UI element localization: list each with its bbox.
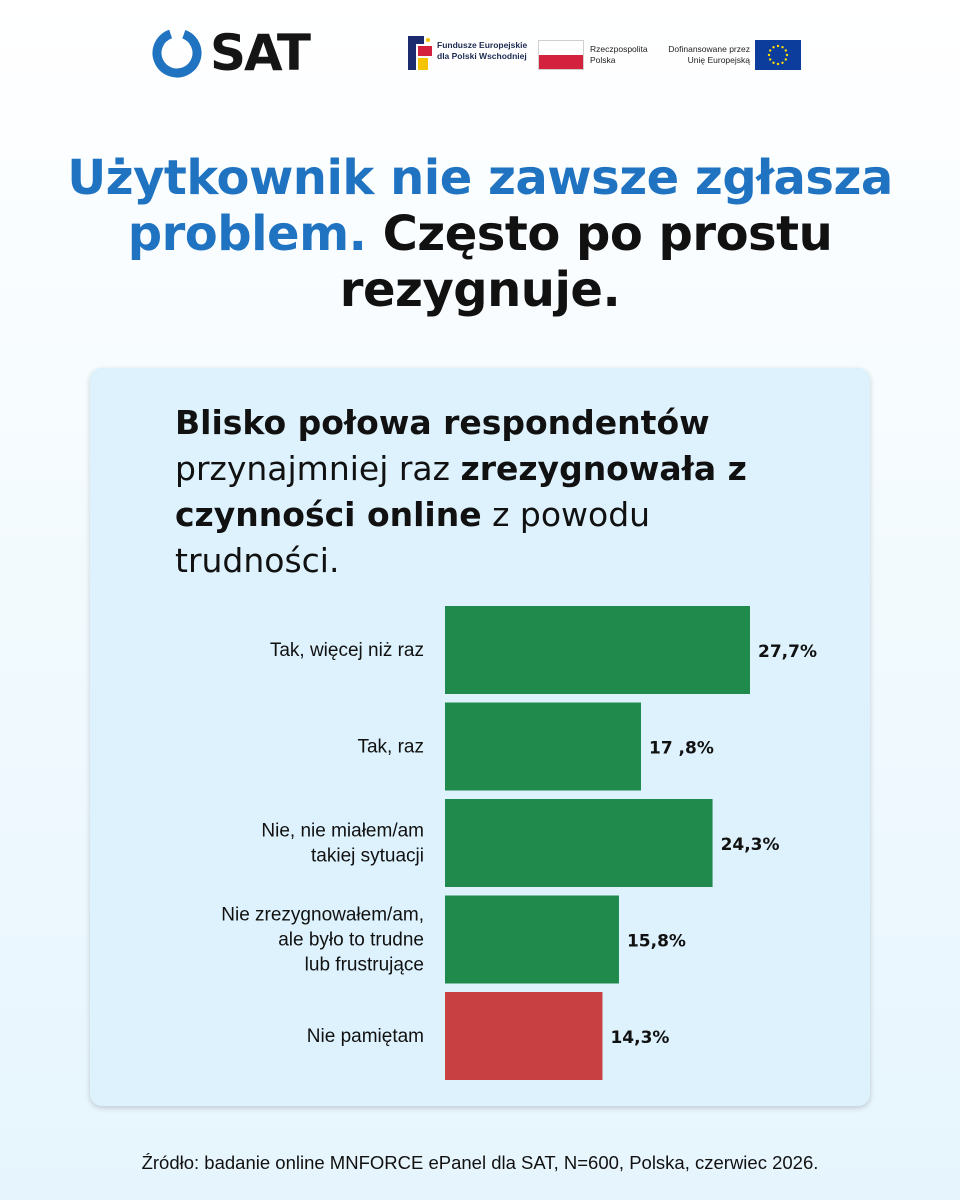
- card-title: Blisko połowa respondentów przynajmniej …: [175, 400, 815, 584]
- card-title-bold-2: zrezygnowała z czynności online: [175, 449, 747, 534]
- bar-chart: 27,7% Tak, więcej niż raz 17 ,8% Tak, raz 24…: [221, 606, 817, 1080]
- eu-funding-label: Dofinansowane przez Unię Europejską: [668, 44, 750, 65]
- sat-logo[interactable]: SAT: [150, 24, 311, 82]
- header: SAT Fundusze Europejskie dla Polski Wsch…: [0, 0, 960, 110]
- card-title-regular-1: przynajmniej raz: [175, 449, 450, 488]
- bar-1: [445, 606, 750, 694]
- bar-value-label-2: 17 ,8%: [649, 739, 714, 759]
- card-title-regular-2: z powodu trudności.: [175, 495, 651, 580]
- category-label-4: Nie zrezygnowałem/am, ale było to trudne l…: [221, 905, 424, 976]
- headline-dark-part: Często po prostu rezygnuje.: [339, 206, 833, 318]
- sat-ring-icon: [152, 28, 202, 78]
- poland-flag-icon: [538, 40, 584, 70]
- sat-logo-text: SAT: [210, 24, 311, 82]
- eu-flag-icon: [755, 40, 801, 70]
- category-label-2: Tak, raz: [357, 737, 424, 758]
- headline: Użytkownik nie zawsze zgłasza problem. C…: [40, 150, 920, 318]
- category-label-5: Nie pamiętam: [307, 1026, 424, 1047]
- bar-3: [445, 799, 713, 887]
- bar-5: [445, 992, 603, 1080]
- card-title-bold-1: Blisko połowa respondentów: [175, 403, 710, 442]
- poland-label: Rzeczpospolita Polska: [590, 44, 648, 65]
- bar-value-label-3: 24,3%: [721, 835, 780, 855]
- bar-2: [445, 702, 641, 791]
- source-note: Źródło: badanie online MNFORCE ePanel dl…: [141, 1152, 819, 1173]
- bar-4: [445, 895, 619, 984]
- european-funds-icon: [408, 36, 432, 70]
- bar-value-label-5: 14,3%: [610, 1028, 669, 1048]
- chart-card: Blisko połowa respondentów przynajmniej …: [90, 368, 870, 1106]
- bar-value-label-1: 27,7%: [758, 642, 817, 662]
- category-label-1: Tak, więcej niż raz: [270, 640, 424, 661]
- bar-value-label-4: 15,8%: [627, 932, 686, 952]
- category-label-3: Nie, nie miałem/am takiej sytuacji: [261, 821, 424, 867]
- headline-blue-part: Użytkownik nie zawsze zgłasza problem.: [67, 150, 893, 262]
- european-funds-label: Fundusze Europejskie dla Polski Wschodni…: [437, 40, 528, 61]
